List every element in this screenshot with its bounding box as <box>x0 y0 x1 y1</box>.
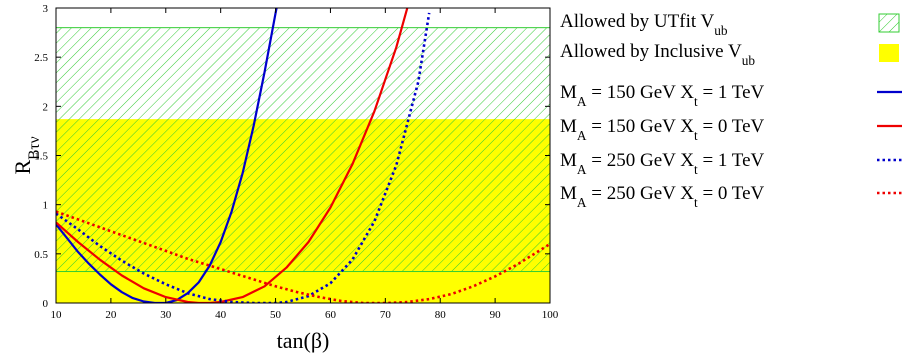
y-tick-label: 1.5 <box>34 151 48 163</box>
y-tick-label: 2.5 <box>34 52 48 64</box>
legend-label-series-1: MA = 150 GeV Xt = 1 TeV <box>560 82 765 109</box>
x-tick-label: 40 <box>215 309 227 321</box>
legend-label-band-2: Allowed by Inclusive Vub <box>560 41 755 68</box>
x-tick-label: 50 <box>270 309 282 321</box>
band-utfit-vub <box>56 27 550 273</box>
legend-swatch-band-2 <box>879 44 899 62</box>
x-tick-label: 20 <box>105 309 117 321</box>
y-tick-label: 0.5 <box>34 249 48 261</box>
x-tick-label: 10 <box>51 309 63 321</box>
legend: Allowed by UTfit Vub Allowed by Inclusive… <box>560 11 902 210</box>
y-tick-label: 1 <box>43 200 49 212</box>
x-tick-label: 70 <box>380 309 392 321</box>
x-tick-label: 100 <box>542 309 559 321</box>
legend-swatch-band-1 <box>878 13 900 33</box>
legend-label-series-3: MA = 250 GeV Xt = 1 TeV <box>560 150 765 177</box>
legend-label-series-4: MA = 250 GeV Xt = 0 TeV <box>560 183 765 210</box>
series-line-1 <box>56 8 278 303</box>
series-line-4 <box>56 210 550 303</box>
legend-label-band-1: Allowed by UTfit Vub <box>560 11 728 38</box>
x-tick-label: 30 <box>160 309 172 321</box>
x-tick-label: 90 <box>490 309 502 321</box>
legend-label-series-2: MA = 150 GeV Xt = 0 TeV <box>560 116 765 143</box>
y-tick-label: 0 <box>43 298 49 310</box>
y-tick-label: 2 <box>43 101 49 113</box>
x-tick-label: 80 <box>435 309 447 321</box>
y-tick-label: 3 <box>43 3 49 15</box>
x-tick-label: 60 <box>325 309 337 321</box>
y-axis-title: RBτν <box>10 136 43 174</box>
x-axis-title: tan(β) <box>277 328 330 353</box>
allowed-bands <box>56 27 550 303</box>
axes: 10 20 30 40 50 60 70 80 90 100 0 0.5 1 1.5 2 2.5 3 tan(β)… <box>10 3 559 353</box>
